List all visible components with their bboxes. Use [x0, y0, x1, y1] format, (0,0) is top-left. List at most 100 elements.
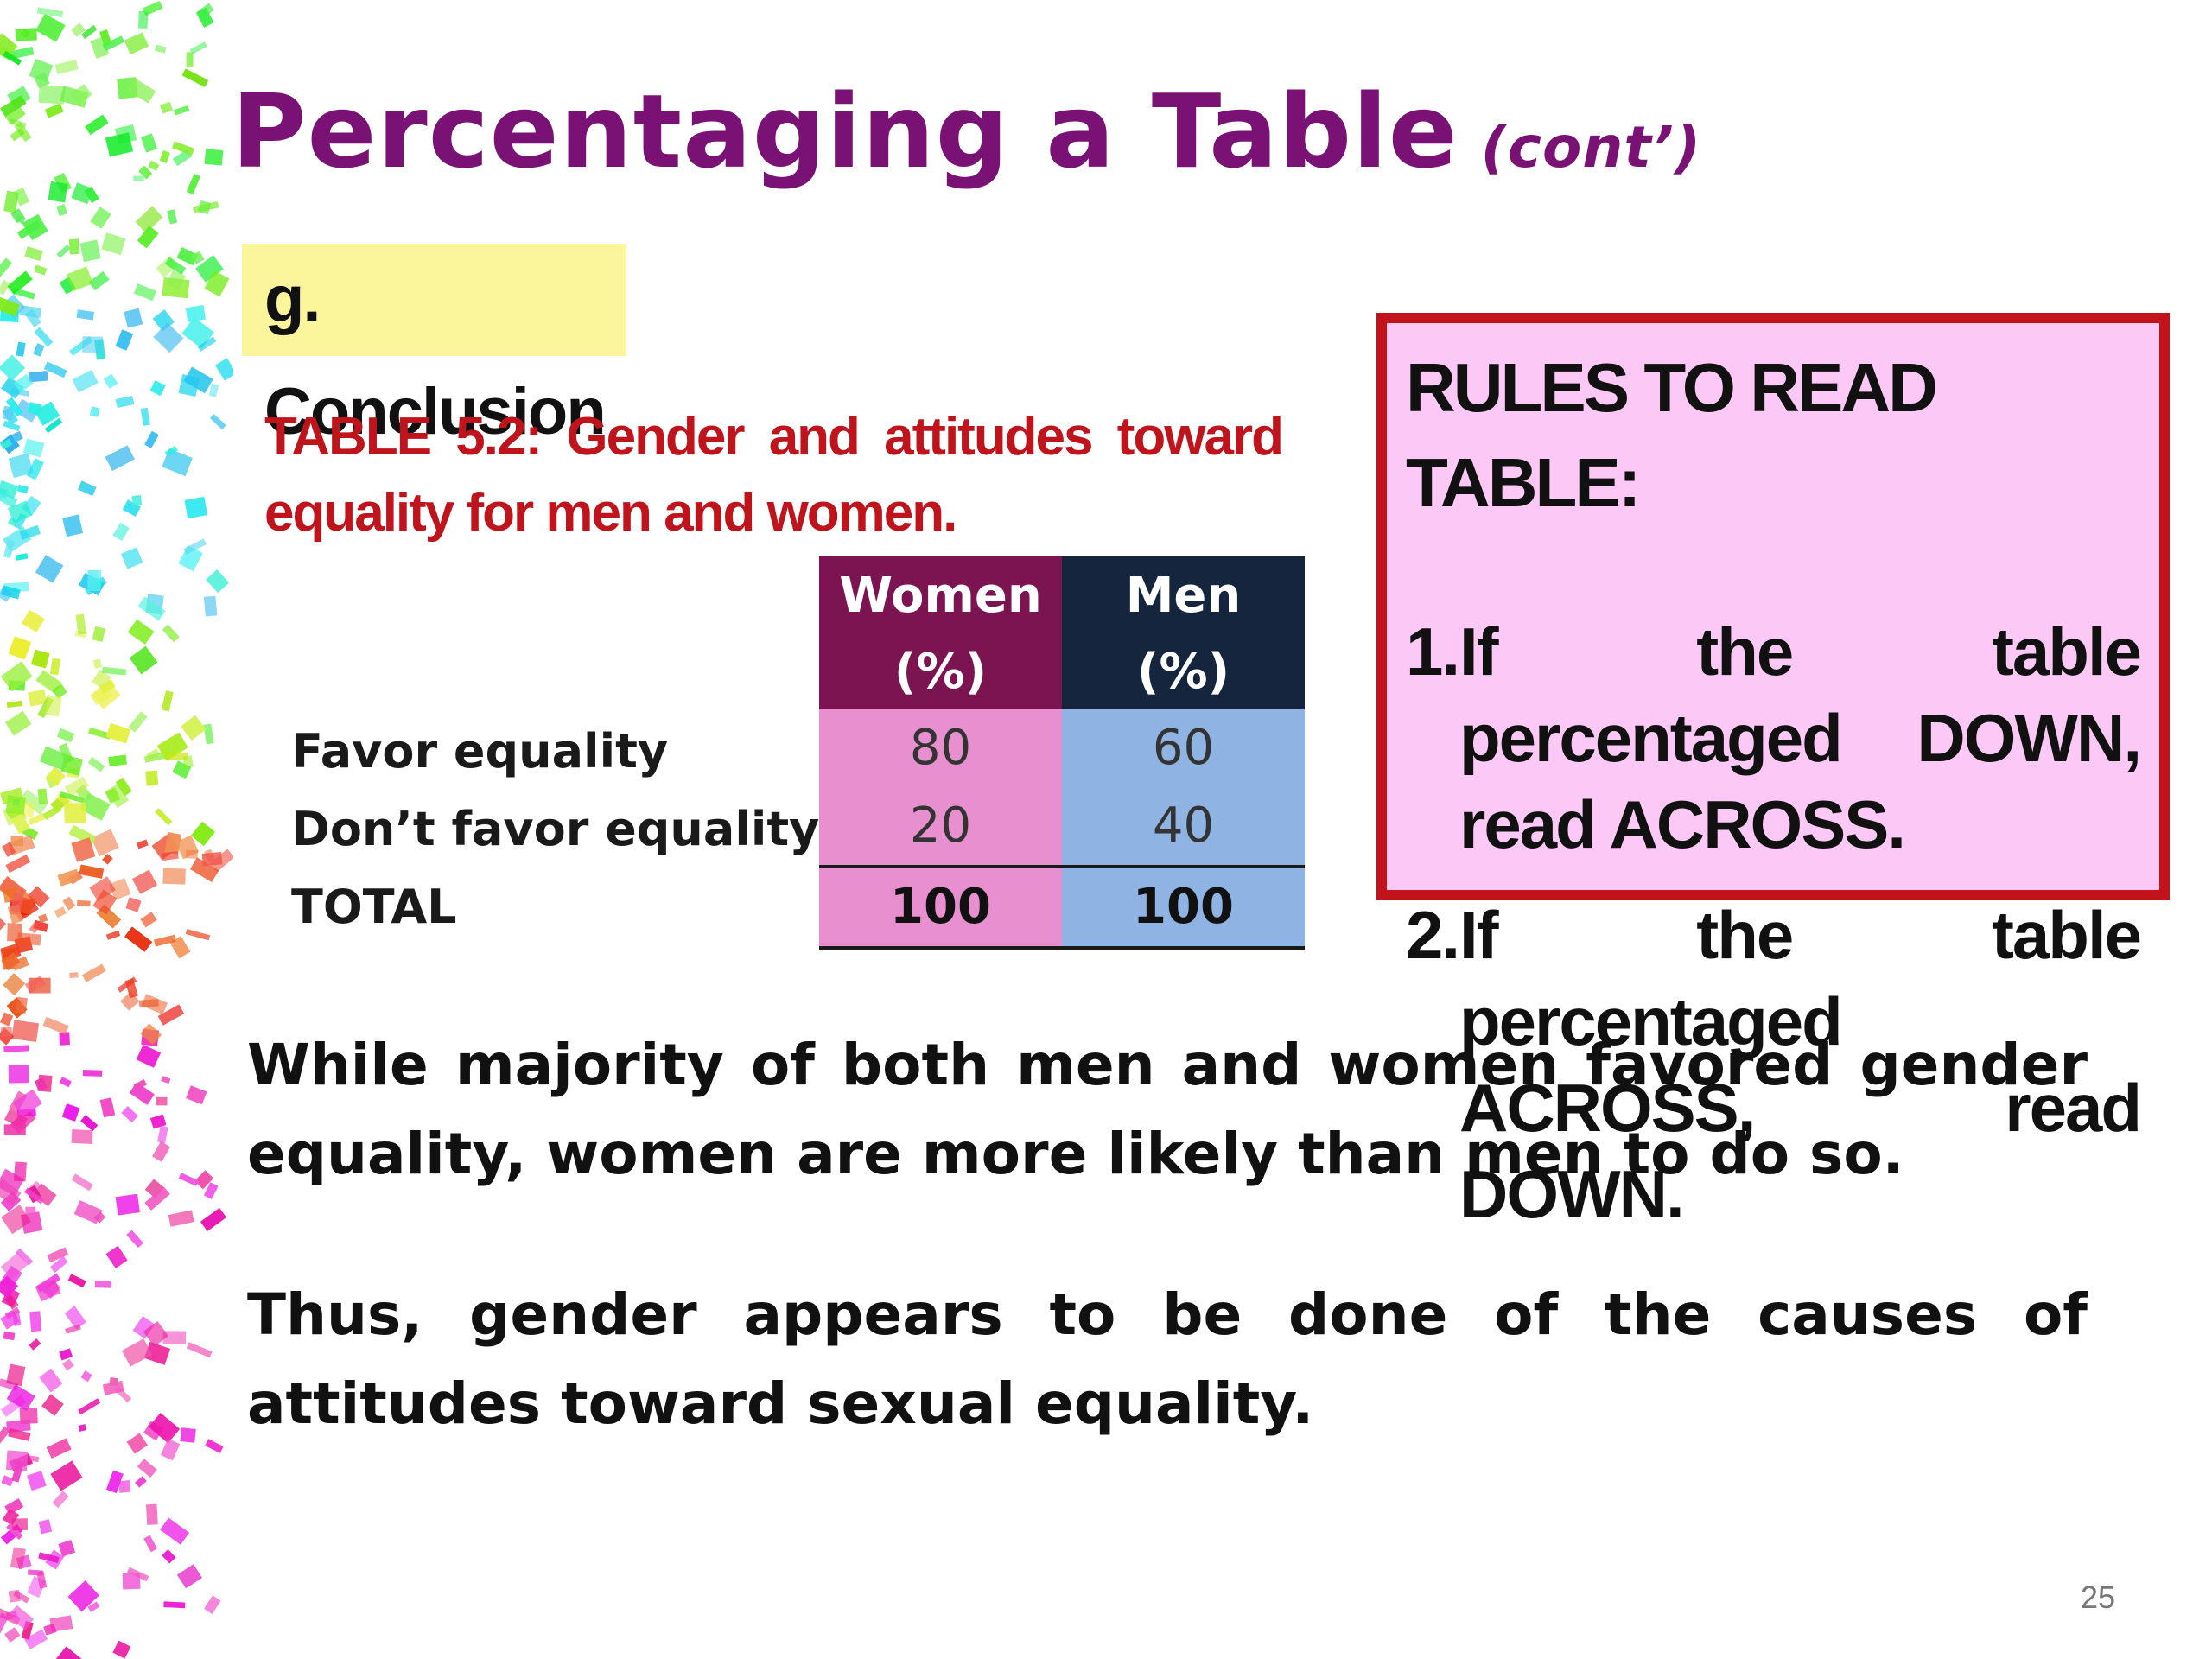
confetti-piece — [0, 1426, 10, 1447]
confetti-piece — [186, 1085, 207, 1105]
confetti-piece — [112, 522, 130, 541]
confetti-piece — [181, 715, 207, 741]
confetti-piece — [0, 1012, 14, 1027]
confetti-piece — [6, 700, 23, 708]
confetti-piece — [126, 1567, 149, 1582]
confetti-piece — [29, 1311, 42, 1332]
confetti-piece — [195, 7, 214, 28]
confetti-piece — [71, 1173, 93, 1192]
conclusion-paragraph: While majority of both men and women fav… — [247, 1032, 2088, 1187]
confetti-piece — [189, 41, 207, 54]
confetti-piece — [54, 60, 79, 74]
confetti-piece — [52, 1491, 69, 1509]
confetti-piece — [108, 754, 128, 767]
confetti-piece — [99, 679, 116, 694]
confetti-piece — [162, 868, 186, 885]
confetti-piece — [183, 366, 213, 394]
confetti-piece — [208, 383, 219, 397]
confetti-piece — [10, 836, 23, 847]
confetti-piece — [215, 358, 233, 381]
confetti-piece — [12, 1518, 29, 1531]
confetti-piece — [124, 308, 143, 328]
confetti-piece — [154, 44, 167, 54]
confetti-piece — [88, 727, 111, 740]
confetti-piece — [46, 1438, 72, 1459]
confetti-piece — [15, 28, 37, 41]
confetti-piece — [102, 854, 113, 865]
confetti-piece — [28, 689, 48, 707]
confetti-piece — [185, 849, 199, 860]
confetti-piece — [144, 1179, 164, 1198]
rule-item: 1. If the table percentaged DOWN, read AC… — [1406, 608, 2142, 868]
confetti-piece — [0, 279, 10, 296]
title-main: Percentaging a Table — [232, 72, 1459, 191]
confetti-piece — [33, 343, 45, 357]
confetti-piece — [12, 1089, 42, 1117]
confetti-piece — [1, 1475, 14, 1487]
confetti-piece — [109, 878, 131, 900]
confetti-piece — [178, 545, 203, 572]
confetti-piece — [205, 1439, 224, 1453]
confetti-piece — [40, 746, 70, 772]
confetti-piece — [162, 851, 179, 861]
confetti-piece — [185, 929, 211, 941]
confetti-piece — [148, 1413, 181, 1444]
confetti-piece — [122, 1573, 141, 1590]
confetti-piece — [38, 1519, 53, 1535]
confetti-piece — [22, 213, 48, 241]
confetti-piece — [5, 397, 23, 417]
confetti-piece — [16, 1248, 34, 1266]
rule-number: 2. — [1406, 897, 1460, 973]
confetti-piece — [78, 480, 97, 497]
confetti-piece — [35, 670, 62, 694]
confetti-piece — [35, 14, 66, 42]
confetti-piece — [92, 626, 106, 643]
confetti-piece — [10, 892, 24, 912]
confetti-piece — [13, 373, 34, 393]
confetti-piece — [0, 1179, 22, 1206]
confetti-piece — [0, 1275, 19, 1299]
confetti-piece — [0, 587, 13, 602]
confetti-piece — [136, 1044, 162, 1068]
confetti-piece — [140, 407, 150, 426]
confetti-piece — [52, 683, 67, 699]
confetti-piece — [62, 514, 84, 537]
confetti-piece — [101, 666, 127, 676]
confetti-piece — [71, 837, 96, 862]
confetti-piece — [49, 1615, 73, 1632]
confetti-piece — [201, 852, 223, 867]
confetti-piece — [178, 1173, 199, 1186]
confetti-piece — [80, 1115, 99, 1132]
confetti-piece — [71, 1128, 93, 1145]
confetti-piece — [11, 1020, 40, 1043]
confetti-piece — [36, 1571, 48, 1589]
confetti-piece — [11, 1460, 24, 1483]
confetti-piece — [38, 913, 48, 924]
confetti-piece — [3, 420, 21, 432]
confetti-piece — [70, 84, 92, 105]
confetti-piece — [131, 869, 158, 894]
confetti-piece — [155, 808, 173, 826]
confetti-piece — [80, 1370, 92, 1382]
confetti-piece — [45, 694, 62, 717]
confetti-piece — [82, 1070, 103, 1077]
confetti-piece — [105, 930, 121, 940]
confetti-piece — [161, 690, 174, 712]
confetti-piece — [26, 458, 44, 480]
confetti-piece — [195, 255, 224, 283]
confetti-piece — [34, 1077, 48, 1091]
table-cell-women: 20 — [819, 787, 1062, 865]
confetti-piece — [88, 270, 110, 291]
confetti-piece — [159, 150, 170, 163]
confetti-piece — [0, 480, 19, 499]
confetti-piece — [63, 803, 86, 824]
confetti-piece — [144, 1341, 171, 1365]
confetti-piece — [29, 1338, 41, 1351]
confetti-piece — [24, 1629, 48, 1649]
confetti-piece — [39, 1368, 63, 1393]
confetti-piece — [197, 336, 217, 352]
confetti-piece — [13, 798, 21, 805]
confetti-piece — [209, 414, 226, 430]
confetti-piece — [153, 934, 176, 947]
confetti-piece — [49, 658, 61, 676]
